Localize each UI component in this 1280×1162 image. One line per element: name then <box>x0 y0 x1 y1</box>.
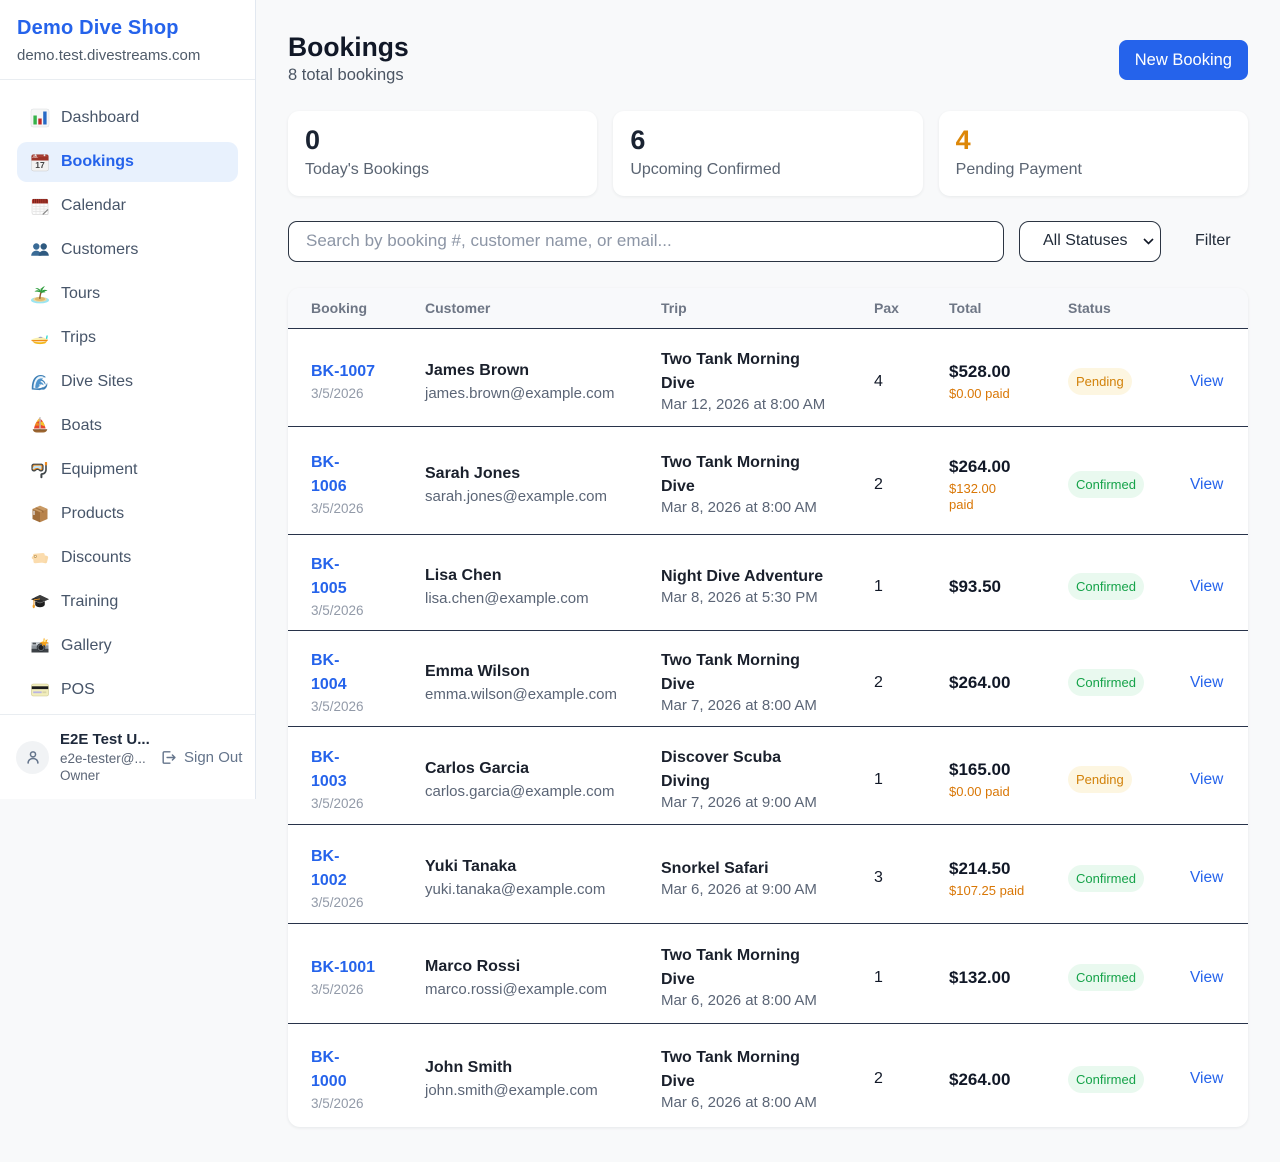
svg-text:17: 17 <box>35 160 45 170</box>
svg-text:JUL: JUL <box>32 155 38 159</box>
